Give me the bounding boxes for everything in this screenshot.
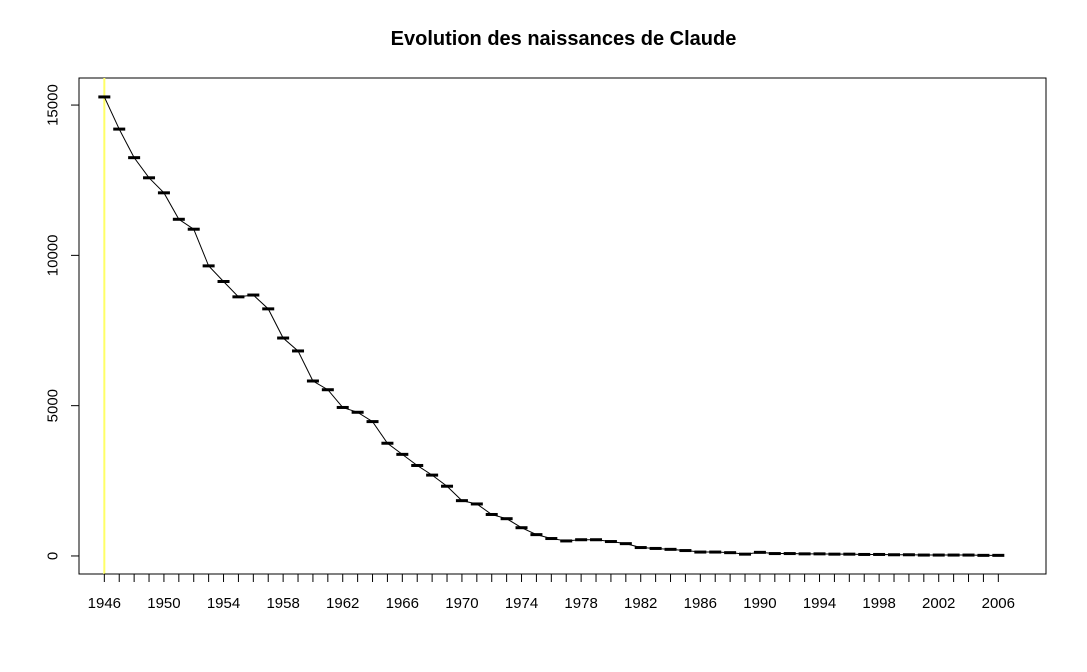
x-tick-label: 2006 [982,595,1015,612]
series-line [103,96,999,556]
chart-title: Evolution des naissances de Claude [390,28,737,50]
x-tick-label: 1946 [88,595,121,612]
x-tick-label: 1994 [803,595,836,612]
x-tick-label: 2002 [922,595,955,612]
x-tick-label: 1962 [326,595,359,612]
x-tick-label: 1998 [862,595,895,612]
y-tick-label: 0 [45,552,62,560]
series-layer [98,95,1005,557]
x-tick-label: 1970 [445,595,478,612]
x-tick-label: 1986 [684,595,717,612]
x-tick-label: 1982 [624,595,657,612]
x-tick-label: 1950 [147,595,180,612]
plot-frame [78,77,1047,575]
y-tick-label: 15000 [45,84,62,126]
y-axis: 0 5000 10000 15000 [45,84,80,560]
x-tick-label: 1990 [743,595,776,612]
y-tick-label: 5000 [45,389,62,422]
x-tick-label: 1978 [564,595,597,612]
x-tick-label: 1954 [207,595,240,612]
x-tick-label: 1958 [266,595,299,612]
x-axis: 1946 1950 1954 1958 1962 1966 1970 1974 1978 1982… [88,573,1015,612]
y-tick-label: 10000 [45,234,62,276]
x-tick-label: 1966 [386,595,419,612]
x-tick-label: 1974 [505,595,538,612]
